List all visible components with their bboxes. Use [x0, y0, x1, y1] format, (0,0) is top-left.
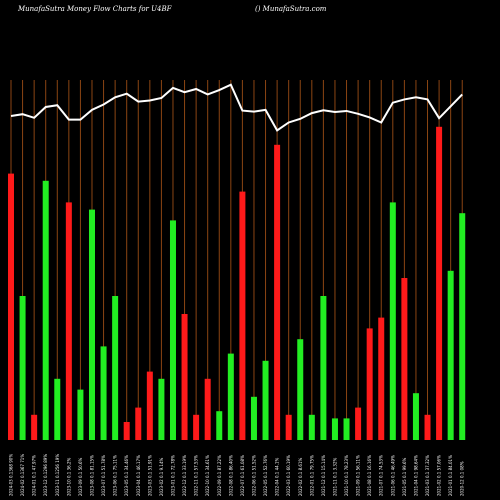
chart-title: MunafaSutra Money Flow Charts for U4BF — [17, 5, 173, 13]
x-tick-label: 2021-10 0.1 78.23% — [344, 455, 349, 496]
x-tick-label: 2021-03 0.1 37.32% — [425, 455, 430, 496]
bar — [378, 317, 385, 440]
x-tick-label: 2022-07 0.1 61.08% — [240, 455, 245, 496]
bar — [389, 202, 396, 440]
bar — [343, 418, 350, 440]
x-tick-label: 2023-11 0.1256 19% — [55, 454, 60, 496]
x-tick-label: 2023-01 0.1 72.78% — [170, 455, 175, 496]
x-tick-label: 2022-02 0.1 8.61% — [298, 457, 303, 496]
x-tick-label: 2022-01 0.1 79.75% — [309, 455, 314, 496]
x-tick-label: 2023-03 0.1 51.91% — [147, 455, 152, 496]
bar — [401, 278, 408, 440]
bar — [135, 407, 142, 440]
bar — [77, 389, 84, 440]
bar — [412, 393, 419, 440]
bar — [42, 180, 49, 441]
x-tick-label: 2023-12 0.1296 89% — [43, 454, 48, 496]
bar — [181, 314, 188, 440]
x-tick-label: 2022-05 0.1 52.76% — [263, 455, 268, 496]
money-flow-line — [10, 83, 463, 132]
x-tick-label: 2024-02 0.1367 71% — [20, 454, 25, 496]
x-tick-label: 2023-04 0.1 46.17% — [136, 455, 141, 496]
bar — [331, 418, 338, 440]
x-tick-label: 2021-12 0.1 15.14% — [321, 455, 326, 496]
bar — [308, 414, 315, 440]
x-tick-label: 2022-10 0.1 34.61% — [205, 455, 210, 496]
bar — [193, 414, 200, 440]
bar — [262, 360, 269, 440]
bar — [366, 328, 373, 440]
bar — [88, 209, 95, 440]
x-tick-label: 2023-08 0.1 81.15% — [89, 455, 94, 496]
bar — [285, 414, 292, 440]
bar — [65, 202, 72, 440]
bar — [250, 396, 257, 440]
bar — [355, 407, 362, 440]
x-tick-label: 2021-11 0.1 3.32% — [332, 457, 337, 496]
chart-credit: () MunafaSutra.com — [255, 5, 327, 13]
bar — [169, 220, 176, 440]
bar — [320, 296, 327, 440]
x-tick-label: 2022-08 0.1 86.40% — [228, 455, 233, 496]
bar — [146, 371, 153, 440]
bar — [158, 378, 165, 440]
x-tick-label: 2021-08 0.1 16.16% — [367, 455, 372, 496]
x-tick-label: 2023-05 0.1 34.46% — [124, 455, 129, 496]
x-tick-label: 2021-07 0.1 74.53% — [379, 455, 384, 496]
bar — [297, 339, 304, 440]
bar — [8, 173, 14, 440]
x-tick-label: 2023-07 0.1 51.78% — [101, 455, 106, 496]
x-tick-label: 2022-04 0.1 44.1% — [275, 457, 280, 496]
bar — [31, 414, 38, 440]
bar — [424, 414, 431, 440]
x-tick-label: 2021-06 0.1 46.49% — [390, 455, 395, 496]
bar — [436, 126, 443, 441]
bar — [54, 378, 61, 440]
x-tick-label: 2023-10 0.1 36.2% — [66, 457, 71, 496]
x-tick-label: 2022-12 0.1 33.19% — [182, 455, 187, 496]
bar — [204, 378, 211, 440]
bar — [447, 270, 454, 440]
x-tick-label: 2021-04 0.1 98.64% — [413, 455, 418, 496]
x-tick-labels: 2024-03 0.1368 90% 2024-02 0.1367 71% 2024… — [9, 454, 465, 496]
x-tick-label: 2022-03 0.1 60.19% — [286, 455, 291, 496]
x-tick-label: 2021-09 0.1 56.11% — [356, 455, 361, 496]
x-tick-label: 2022-06 0.1 51.52% — [251, 455, 256, 496]
x-tick-label: 2022-09 0.1 87.22% — [217, 455, 222, 496]
bar-series — [8, 126, 466, 441]
x-tick-label: 2020-12 0.1 08% — [460, 461, 465, 496]
bar — [459, 213, 466, 440]
x-tick-label: 2023-09 0.1 50.6% — [78, 457, 83, 496]
bar — [100, 346, 107, 440]
x-tick-label: 2022-11 0.1 57.53% — [194, 455, 199, 496]
x-tick-label: 2023-02 0.1 9.14% — [159, 457, 164, 496]
bar — [239, 191, 246, 440]
x-tick-label: 2021-02 0.1 57.06% — [437, 455, 442, 496]
bar — [216, 411, 223, 440]
x-tick-label: 2021-01 0.1 84.01% — [448, 455, 453, 496]
bar — [19, 296, 26, 440]
x-tick-label: 2021-05 0.1 99.6% — [402, 457, 407, 496]
x-tick-label: 2023-06 0.1 75.11% — [113, 455, 118, 496]
x-tick-label: 2024-01 0.1 47.97% — [32, 455, 37, 496]
bar — [274, 144, 281, 441]
x-tick-label: 2024-03 0.1368 90% — [9, 454, 14, 496]
bar — [112, 296, 119, 440]
bar — [123, 422, 130, 440]
bar — [227, 353, 234, 440]
